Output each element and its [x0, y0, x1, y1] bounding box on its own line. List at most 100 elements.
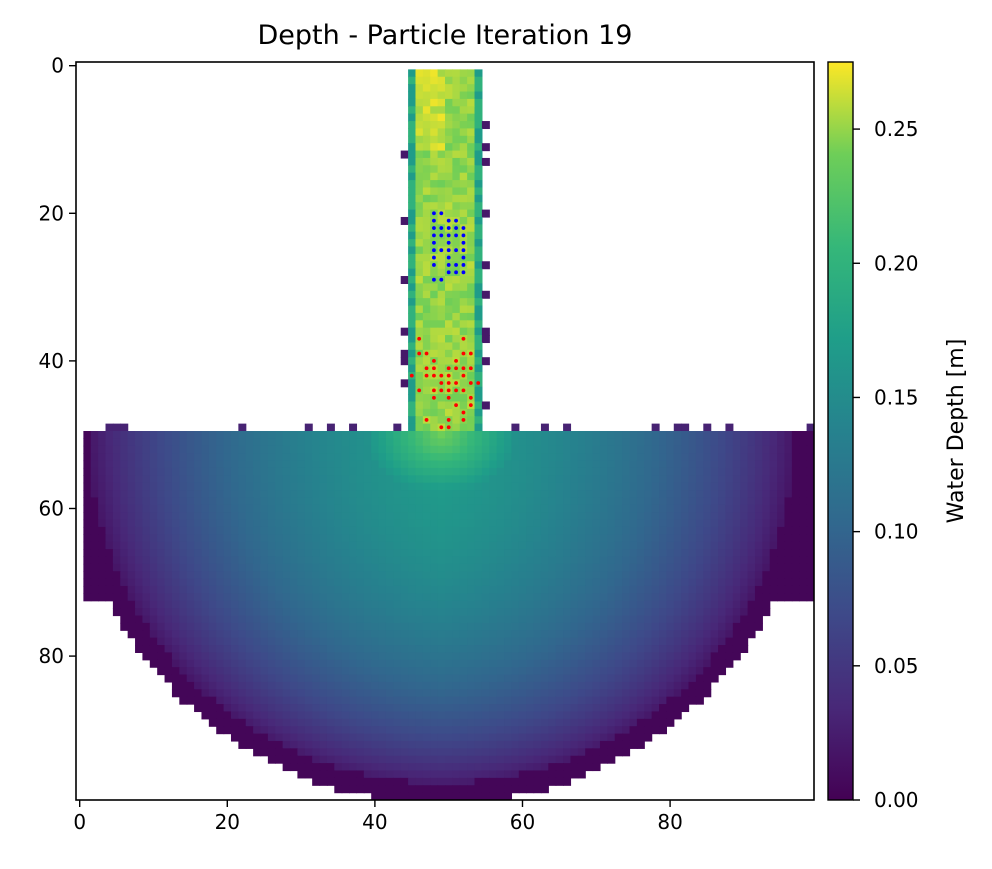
- depth-cell: [312, 541, 321, 550]
- depth-cell: [607, 615, 616, 624]
- depth-cell: [666, 460, 675, 469]
- depth-cell: [400, 445, 409, 454]
- depth-cell: [511, 667, 520, 676]
- depth-cell: [474, 689, 483, 698]
- depth-cell: [769, 534, 778, 543]
- depth-cell: [297, 645, 306, 653]
- depth-cell: [208, 681, 217, 690]
- depth-cell: [548, 711, 557, 720]
- depth-cell: [356, 563, 365, 572]
- depth-cell: [673, 475, 682, 484]
- depth-cell: [437, 785, 446, 794]
- depth-cell: [511, 740, 520, 749]
- depth-cell: [452, 689, 461, 698]
- depth-cell: [474, 335, 483, 344]
- depth-cell: [636, 482, 645, 491]
- depth-cell: [445, 740, 453, 749]
- depth-cell: [563, 704, 572, 713]
- depth-cell: [127, 593, 136, 602]
- depth-cell: [430, 615, 439, 624]
- depth-cell: [230, 475, 239, 484]
- depth-cell: [186, 622, 195, 631]
- depth-cell: [127, 460, 136, 469]
- depth-cell: [526, 615, 535, 624]
- depth-cell: [622, 704, 631, 713]
- depth-cell: [297, 556, 306, 565]
- depth-cell: [673, 600, 682, 609]
- depth-cell: [142, 526, 151, 535]
- depth-cell: [666, 438, 675, 447]
- depth-cell: [393, 681, 402, 690]
- depth-cell: [474, 785, 483, 794]
- depth-cell: [253, 438, 262, 447]
- depth-cell: [806, 460, 814, 469]
- depth-cell: [415, 416, 424, 425]
- depth-cell: [607, 571, 616, 580]
- depth-cell: [238, 674, 247, 683]
- depth-cell: [304, 445, 313, 454]
- depth-cell: [253, 563, 262, 572]
- depth-cell: [651, 534, 660, 543]
- depth-cell: [408, 379, 417, 388]
- depth-cell: [90, 497, 99, 506]
- depth-cell: [341, 777, 350, 786]
- depth-cell: [607, 563, 616, 572]
- depth-cell: [98, 482, 107, 491]
- depth-cell: [636, 526, 645, 535]
- depth-cell: [718, 541, 727, 550]
- depth-cell: [622, 475, 631, 484]
- depth-cell: [260, 512, 269, 521]
- depth-cell: [290, 704, 298, 713]
- depth-cell: [577, 563, 586, 572]
- depth-cell: [341, 578, 350, 587]
- depth-cell: [194, 674, 203, 683]
- depth-cell: [378, 696, 387, 705]
- depth-cell: [747, 482, 756, 491]
- depth-cell: [385, 777, 394, 786]
- depth-cell: [422, 165, 431, 174]
- depth-cell: [171, 497, 180, 506]
- depth-cell: [378, 792, 387, 800]
- depth-cell: [282, 563, 291, 572]
- depth-cell: [282, 652, 291, 661]
- depth-cell: [422, 143, 431, 152]
- depth-cell: [349, 490, 358, 499]
- depth-cell: [445, 755, 453, 764]
- depth-cell: [666, 637, 675, 646]
- depth-cell: [445, 608, 453, 617]
- depth-cell: [651, 423, 660, 432]
- depth-cell: [504, 512, 513, 521]
- depth-cell: [725, 556, 734, 565]
- depth-cell: [474, 194, 483, 203]
- depth-cell: [754, 615, 763, 624]
- depth-cell: [326, 733, 335, 742]
- depth-cell: [105, 541, 114, 550]
- depth-cell: [282, 431, 291, 439]
- depth-cell: [540, 482, 549, 491]
- depth-cell: [275, 467, 284, 476]
- depth-cell: [142, 475, 151, 484]
- depth-cell: [762, 512, 771, 521]
- depth-cell: [511, 497, 520, 506]
- depth-cell: [504, 445, 513, 454]
- depth-cell: [142, 504, 151, 513]
- depth-cell: [408, 312, 417, 321]
- depth-cell: [518, 467, 527, 476]
- depth-cell: [526, 438, 535, 447]
- depth-cell: [504, 482, 513, 491]
- depth-cell: [408, 121, 417, 130]
- depth-cell: [555, 755, 564, 764]
- depth-cell: [452, 475, 461, 484]
- depth-cell: [622, 740, 631, 749]
- depth-cell: [142, 438, 151, 447]
- depth-cell: [120, 512, 129, 521]
- depth-cell: [341, 608, 350, 617]
- depth-cell: [334, 637, 343, 646]
- depth-cell: [98, 578, 107, 587]
- depth-cell: [415, 128, 424, 137]
- depth-cell: [518, 608, 527, 617]
- depth-cell: [799, 571, 808, 580]
- depth-cell: [445, 696, 453, 705]
- depth-cell: [356, 571, 365, 580]
- depth-cell: [555, 556, 564, 565]
